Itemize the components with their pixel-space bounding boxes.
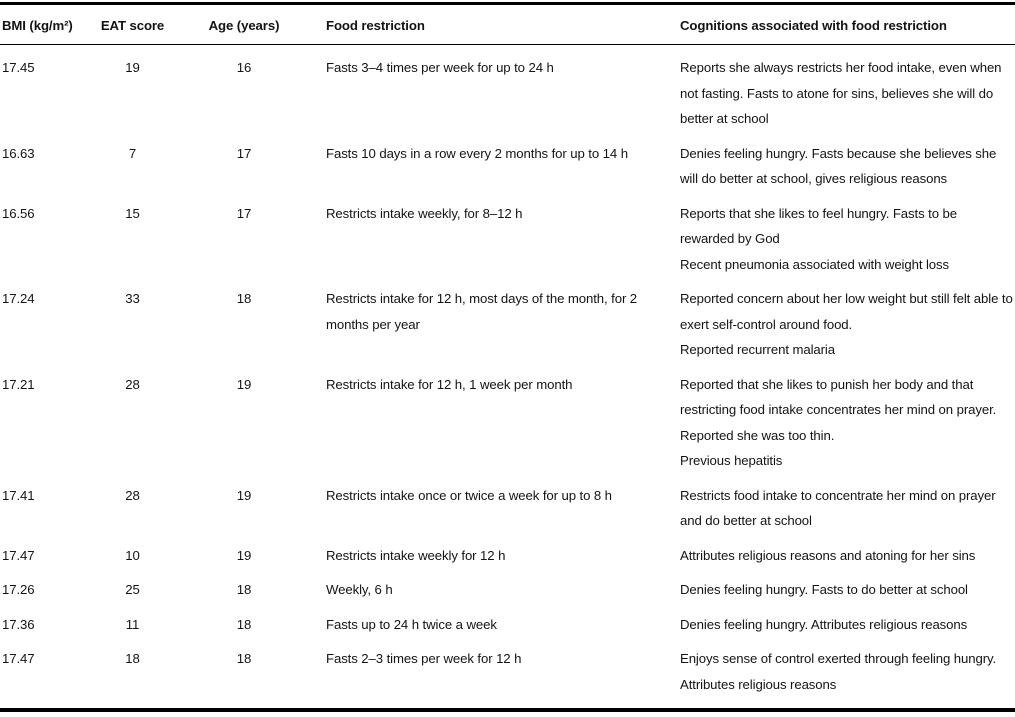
table-row: 17.47 18 18 Fasts 2–3 times per week for… [0, 646, 1015, 706]
cognitions-cell: Denies feeling hungry. Fasts to do bette… [660, 577, 1015, 603]
bmi-cell: 17.41 [2, 487, 35, 503]
cognitions-cell: Attributes religious reasons and atoning… [660, 543, 1015, 569]
column-header-bmi: BMI (kg/m²) [2, 18, 73, 33]
food-restriction-cell: Fasts 10 days in a row every 2 months fo… [326, 145, 628, 161]
eat-score-cell: 11 [125, 616, 140, 632]
age-cell: 18 [236, 616, 252, 632]
cognitions-cell: Reports that she likes to feel hungry. F… [660, 201, 1015, 278]
cognition-paragraph: Recent pneumonia associated with weight … [680, 256, 950, 272]
cognitions-cell: Reports she always restricts her food in… [660, 55, 1015, 132]
age-cell: 17 [236, 205, 252, 221]
food-restriction-cell: Fasts 3–4 times per week for up to 24 h [326, 60, 554, 75]
table-header-row: BMI (kg/m²) EAT score Age (years) Food r… [0, 5, 1015, 45]
eat-score-cell: 18 [125, 651, 140, 666]
column-header-cognitions: Cognitions associated with food restrict… [680, 18, 947, 33]
food-restriction-cell: Restricts intake for 12 h, 1 week per mo… [326, 376, 573, 392]
eat-score-cell: 15 [125, 205, 140, 221]
eat-score-cell: 28 [125, 487, 140, 503]
column-header-age: Age (years) [208, 18, 280, 33]
cognition-paragraph: Previous hepatitis [680, 453, 783, 468]
eat-score-cell: 19 [125, 60, 140, 75]
bmi-cell: 17.45 [2, 60, 35, 75]
age-cell: 18 [236, 291, 252, 306]
cognition-paragraph: Denies feeling hungry. Fasts to do bette… [680, 582, 968, 597]
cognition-paragraph: Denies feeling hungry. Attributes religi… [680, 616, 968, 632]
eat-score-cell: 33 [125, 291, 140, 306]
cognitions-cell: Denies feeling hungry. Attributes religi… [660, 612, 1015, 638]
cognitions-cell: Reported that she likes to punish her bo… [660, 372, 1015, 474]
bmi-cell: 17.26 [2, 582, 35, 597]
food-restriction-cell: Weekly, 6 h [326, 582, 393, 597]
age-cell: 17 [236, 145, 252, 161]
table-row: 17.21 28 19 Restricts intake for 12 h, 1… [0, 372, 1015, 483]
column-header-eat-score: EAT score [100, 18, 165, 33]
eat-score-cell: 25 [125, 582, 140, 597]
bmi-cell: 17.47 [2, 651, 35, 666]
eat-score-cell: 28 [125, 376, 140, 392]
table-row: 17.36 11 18 Fasts up to 24 h twice a wee… [0, 612, 1015, 647]
table-row: 16.56 15 17 Restricts intake weekly, for… [0, 201, 1015, 287]
bmi-cell: 17.24 [2, 291, 35, 306]
age-cell: 16 [236, 60, 252, 75]
food-restriction-cell: Fasts up to 24 h twice a week [326, 616, 497, 632]
table-row: 17.41 28 19 Restricts intake once or twi… [0, 483, 1015, 543]
eat-score-cell: 10 [125, 547, 140, 563]
table-row: 17.26 25 18 Weekly, 6 h Denies feeling h… [0, 577, 1015, 612]
food-restriction-cell: Restricts intake weekly, for 8–12 h [326, 205, 523, 221]
age-cell: 19 [236, 376, 252, 392]
age-cell: 18 [236, 651, 252, 666]
age-cell: 19 [236, 547, 252, 563]
cognition-paragraph: Attributes religious reasons and atoning… [680, 547, 976, 563]
bmi-cell: 16.63 [2, 145, 35, 161]
cognition-paragraph: Reported that she likes to punish her bo… [680, 376, 997, 443]
age-cell: 19 [236, 487, 252, 503]
cognition-paragraph: Denies feeling hungry. Fasts because she… [680, 145, 997, 187]
column-header-food-restriction: Food restriction [326, 18, 425, 33]
cognition-paragraph: Reported recurrent malaria [680, 342, 835, 357]
cognition-paragraph: Enjoys sense of control exerted through … [680, 651, 997, 692]
table-row: 16.63 7 17 Fasts 10 days in a row every … [0, 141, 1015, 201]
food-restriction-cell: Restricts intake once or twice a week fo… [326, 487, 612, 503]
food-restriction-cell: Restricts intake weekly for 12 h [326, 547, 506, 563]
eat-score-cell: 7 [128, 145, 137, 161]
table-row: 17.47 10 19 Restricts intake weekly for … [0, 543, 1015, 578]
cognitions-cell: Restricts food intake to concentrate her… [660, 483, 1015, 534]
cognitions-cell: Denies feeling hungry. Fasts because she… [660, 141, 1015, 192]
bmi-cell: 16.56 [2, 205, 35, 221]
cognition-paragraph: Reports she always restricts her food in… [680, 60, 1002, 126]
cognition-paragraph: Restricts food intake to concentrate her… [680, 487, 996, 529]
table-body: 17.45 19 16 Fasts 3–4 times per week for… [0, 45, 1015, 708]
cognitions-cell: Enjoys sense of control exerted through … [660, 646, 1015, 697]
cognition-paragraph: Reported concern about her low weight bu… [680, 291, 1013, 332]
food-restriction-cell: Restricts intake for 12 h, most days of … [326, 291, 638, 332]
bmi-cell: 17.36 [2, 616, 35, 632]
age-cell: 18 [236, 582, 252, 597]
bmi-cell: 17.47 [2, 547, 35, 563]
cognitions-cell: Reported concern about her low weight bu… [660, 286, 1015, 363]
food-restriction-cell: Fasts 2–3 times per week for 12 h [326, 651, 522, 666]
table-row: 17.24 33 18 Restricts intake for 12 h, m… [0, 286, 1015, 372]
table-row: 17.45 19 16 Fasts 3–4 times per week for… [0, 55, 1015, 141]
cognition-paragraph: Reports that she likes to feel hungry. F… [680, 205, 957, 247]
bmi-cell: 17.21 [2, 376, 35, 392]
